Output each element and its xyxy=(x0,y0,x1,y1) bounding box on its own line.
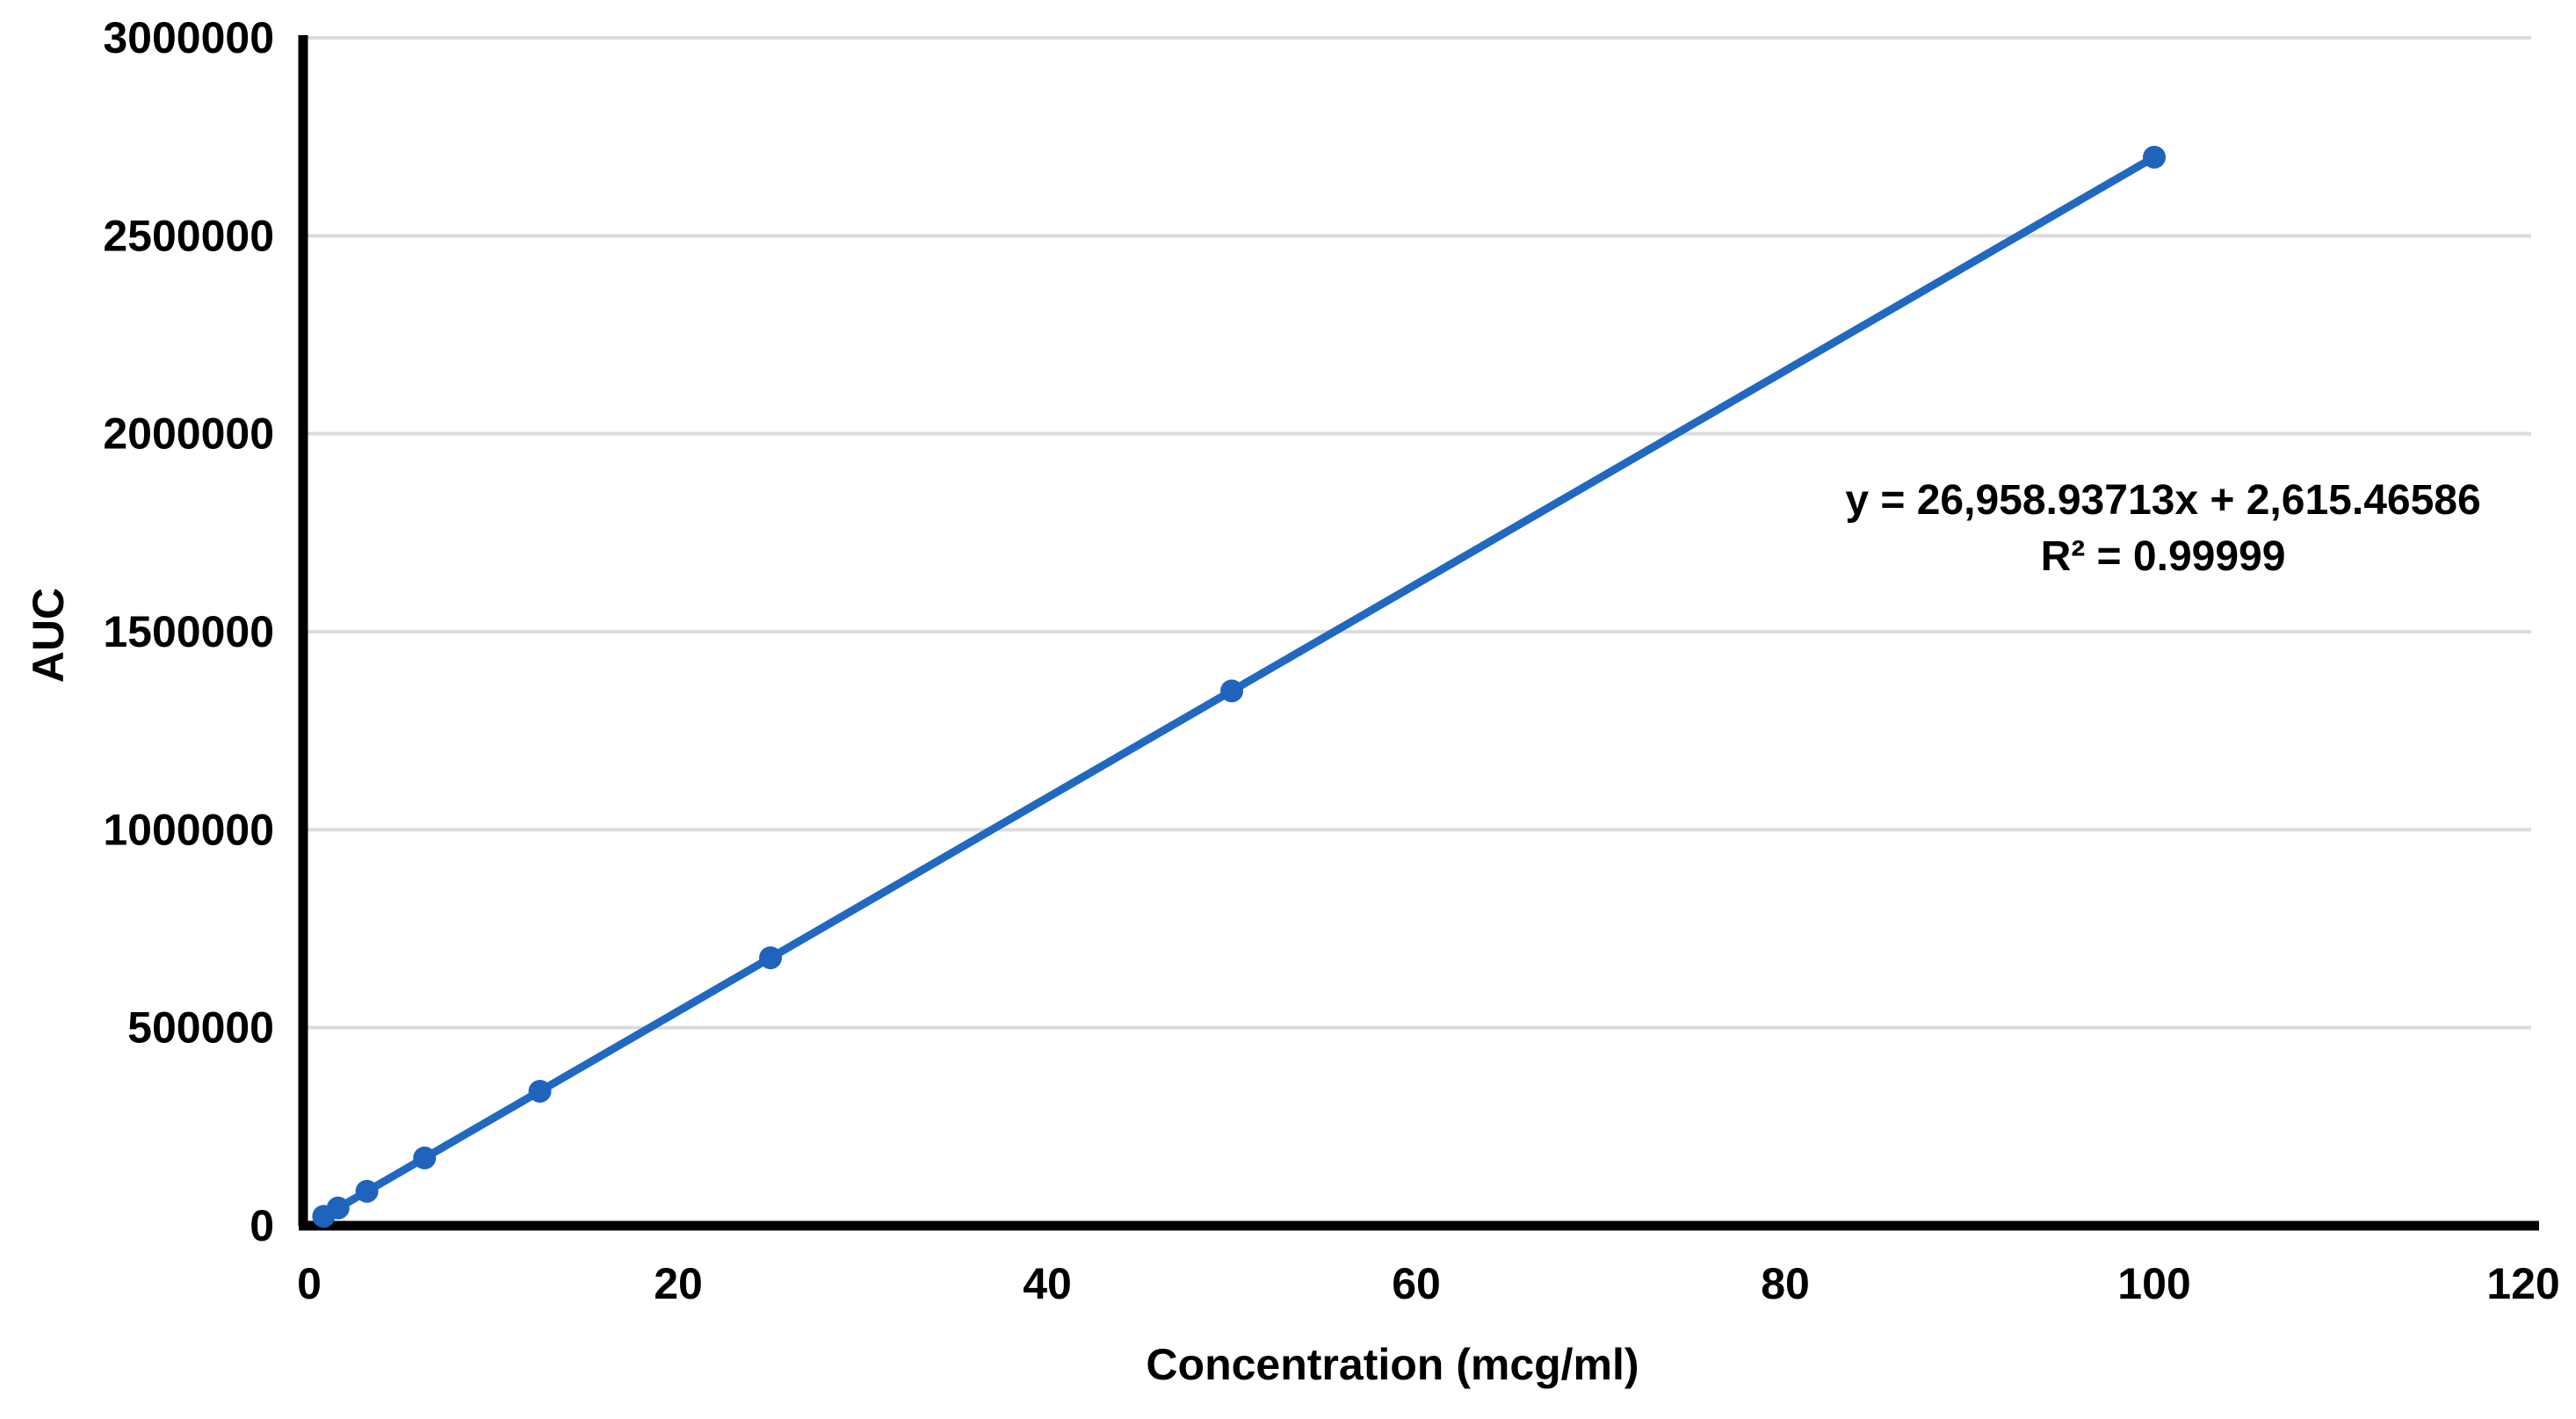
data-point-marker xyxy=(528,1079,552,1103)
x-tick-label: 0 xyxy=(297,1259,322,1308)
x-axis-tick-labels: 0 20 40 60 80 100 120 xyxy=(297,1259,2560,1308)
gridlines xyxy=(303,36,2531,1030)
data-point-marker xyxy=(1220,679,1243,703)
x-tick-label: 100 xyxy=(2117,1259,2190,1308)
x-tick-label: 80 xyxy=(1761,1259,1810,1308)
y-tick-label: 1000000 xyxy=(103,805,274,854)
y-tick-label: 1500000 xyxy=(103,607,274,656)
y-tick-label: 3000000 xyxy=(103,13,274,62)
x-tick-label: 20 xyxy=(654,1259,703,1308)
y-axis-tick-labels: 0 500000 1000000 1500000 2000000 2500000 30000… xyxy=(103,13,274,1250)
y-tick-label: 0 xyxy=(250,1201,274,1250)
y-tick-label: 500000 xyxy=(127,1003,274,1053)
data-series-auc xyxy=(312,145,2166,1228)
data-point-marker xyxy=(413,1146,437,1169)
trendline-r-squared-label: R² = 0.99999 xyxy=(2041,533,2286,580)
x-tick-label: 120 xyxy=(2486,1259,2559,1308)
y-axis-title: AUC xyxy=(24,588,73,683)
axes xyxy=(298,35,2539,1231)
y-tick-label: 2000000 xyxy=(103,409,274,459)
data-point-marker xyxy=(2143,145,2166,169)
data-point-marker xyxy=(759,946,782,970)
x-tick-label: 40 xyxy=(1023,1259,1072,1308)
x-tick-label: 60 xyxy=(1392,1259,1441,1308)
data-point-marker xyxy=(355,1179,379,1203)
y-tick-label: 2500000 xyxy=(103,211,274,260)
x-axis-title: Concentration (mcg/ml) xyxy=(1146,1340,1639,1389)
data-point-marker xyxy=(326,1196,350,1220)
trendline-equation-label: y = 26,958.93713x + 2,615.46586 xyxy=(1845,477,2480,524)
